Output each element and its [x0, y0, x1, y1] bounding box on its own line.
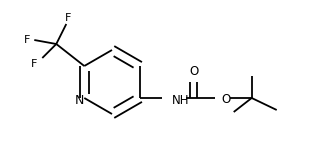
Text: F: F	[65, 13, 71, 23]
Text: N: N	[75, 94, 84, 107]
Text: F: F	[24, 35, 31, 45]
Text: F: F	[31, 59, 37, 69]
Text: O: O	[189, 65, 198, 78]
Text: O: O	[222, 92, 231, 106]
Text: NH: NH	[172, 94, 189, 107]
